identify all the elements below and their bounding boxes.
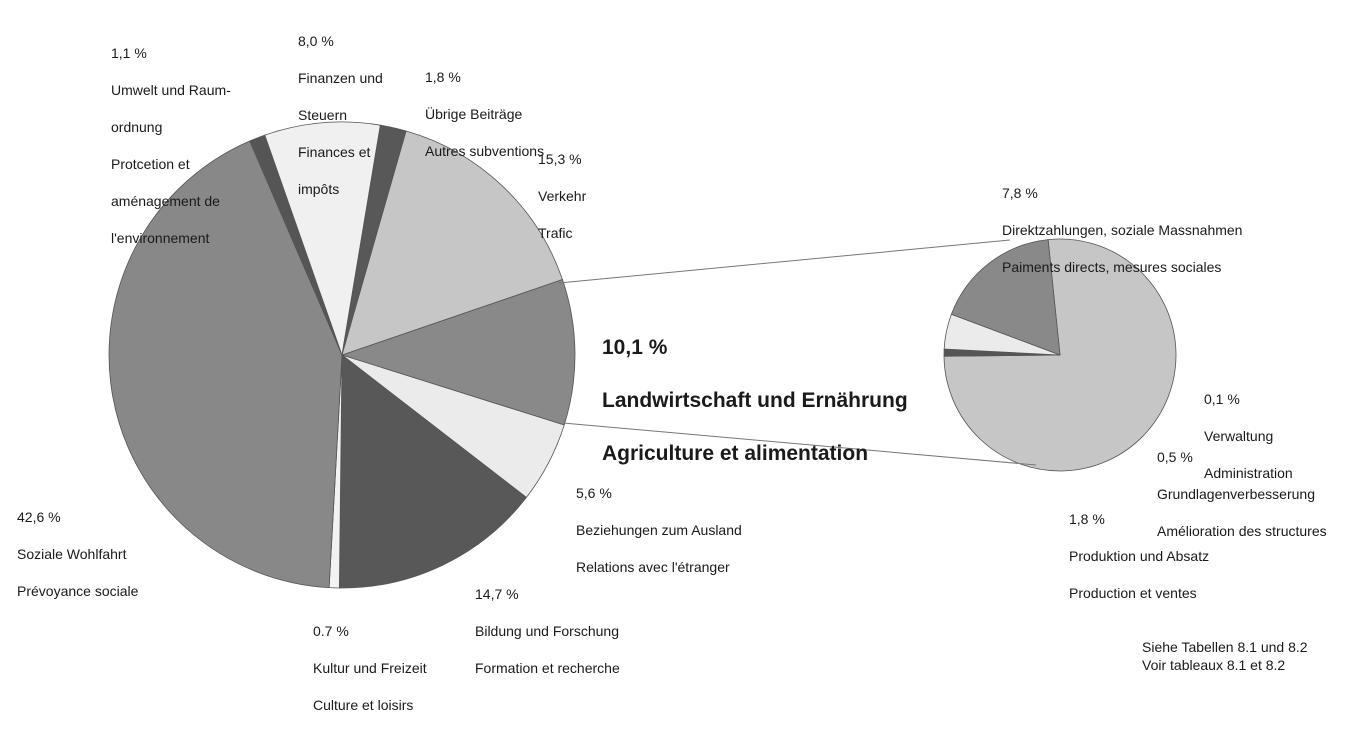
category-label: Kultur und Freizeit xyxy=(313,659,427,676)
detail-pie xyxy=(943,238,1177,472)
category-label: Autres subventions xyxy=(425,142,545,159)
connector-line-bottom xyxy=(562,422,1037,466)
label-direktzahlungen: 7,8 % Direktzahlungen, soziale Massnahme… xyxy=(1002,165,1242,295)
value-label: 14,7 % xyxy=(475,585,519,602)
label-kultur: 0.7 % Kultur und Freizeit Culture et loi… xyxy=(313,603,427,733)
pie-chart-svg xyxy=(108,121,1177,589)
category-label: Grundlagenverbesserung xyxy=(1157,485,1315,502)
value-label: 15,3 % xyxy=(538,150,582,167)
category-label: Bildung und Forschung xyxy=(475,622,619,639)
main-pie xyxy=(108,121,576,589)
footnote-line-2: Voir tableaux 8.1 et 8.2 xyxy=(1142,657,1286,673)
category-label: Relations avec l'étranger xyxy=(576,558,730,575)
label-uebrige: 1,8 % Übrige Beiträge Autres subventions xyxy=(425,49,544,179)
main-slice-2 xyxy=(338,354,527,589)
value-label: 1,8 % xyxy=(425,68,461,85)
category-label: Finanzen und xyxy=(298,69,383,86)
detail-slice-3 xyxy=(950,239,1061,356)
main-slice-0 xyxy=(340,279,576,426)
value-label: 1,8 % xyxy=(1069,510,1105,527)
value-label: 5,6 % xyxy=(576,484,612,501)
value-label: 10,1 % xyxy=(602,335,668,359)
label-umwelt: 1,1 % Umwelt und Raum- ordnung Protcetio… xyxy=(111,25,231,266)
category-label: aménagement de xyxy=(111,192,220,209)
label-ausland: 5,6 % Beziehungen zum Ausland Relations … xyxy=(576,465,742,595)
category-label: Culture et loisirs xyxy=(313,696,414,713)
main-slice-8 xyxy=(341,130,563,356)
label-landwirtschaft: 10,1 % Landwirtschaft und Ernährung Agri… xyxy=(602,308,908,494)
category-label: Production et ventes xyxy=(1069,584,1197,601)
footnote: Siehe Tabellen 8.1 und 8.2 Voir tableaux… xyxy=(1142,638,1308,674)
category-label: Formation et recherche xyxy=(475,659,620,676)
category-label: Landwirtschaft und Ernährung xyxy=(602,388,908,412)
main-slice-4 xyxy=(108,140,343,589)
category-label: Beziehungen zum Ausland xyxy=(576,521,742,538)
category-label: Paiments directs, mesures sociales xyxy=(1002,258,1222,275)
category-label: Administration xyxy=(1204,464,1293,481)
category-label: Trafic xyxy=(538,224,573,241)
category-label: Amélioration des structures xyxy=(1157,522,1327,539)
label-verwaltung: 0,1 % Verwaltung Administration xyxy=(1204,371,1293,501)
label-verkehr: 15,3 % Verkehr Trafic xyxy=(538,131,586,261)
category-label: Produktion und Absatz xyxy=(1069,547,1210,564)
category-label: ordnung xyxy=(111,118,163,135)
value-label: 8,0 % xyxy=(298,32,334,49)
category-label: Verwaltung xyxy=(1204,427,1274,444)
value-label: 0,5 % xyxy=(1157,448,1193,465)
category-label: impôts xyxy=(298,180,340,197)
category-label: Finances et xyxy=(298,143,371,160)
label-bildung: 14,7 % Bildung und Forschung Formation e… xyxy=(475,566,620,696)
value-label: 7,8 % xyxy=(1002,184,1038,201)
label-grundlagen: 0,5 % Grundlagenverbesserung Amélioratio… xyxy=(1157,429,1327,559)
label-soziale: 42,6 % Soziale Wohlfahrt Prévoyance soci… xyxy=(17,489,138,619)
category-label: Steuern xyxy=(298,106,348,123)
label-finanzen: 8,0 % Finanzen und Steuern Finances et i… xyxy=(298,13,383,217)
category-label: l'environnement xyxy=(111,229,210,246)
value-label: 42,6 % xyxy=(17,508,61,525)
label-produktion: 1,8 % Produktion und Absatz Production e… xyxy=(1069,491,1209,621)
category-label: Prévoyance sociale xyxy=(17,582,139,599)
category-label: Verkehr xyxy=(538,187,587,204)
category-label: Agriculture et alimentation xyxy=(602,441,869,465)
category-label: Übrige Beiträge xyxy=(425,105,523,122)
value-label: 1,1 % xyxy=(111,44,147,61)
category-label: Direktzahlungen, soziale Massnahmen xyxy=(1002,221,1243,238)
category-label: Umwelt und Raum- xyxy=(111,81,231,98)
connector-line-top xyxy=(558,239,1011,284)
footnote-line-1: Siehe Tabellen 8.1 und 8.2 xyxy=(1142,639,1308,655)
category-label: Protcetion et xyxy=(111,155,190,172)
value-label: 0,1 % xyxy=(1204,390,1240,407)
value-label: 0.7 % xyxy=(313,622,349,639)
category-label: Soziale Wohlfahrt xyxy=(17,545,127,562)
